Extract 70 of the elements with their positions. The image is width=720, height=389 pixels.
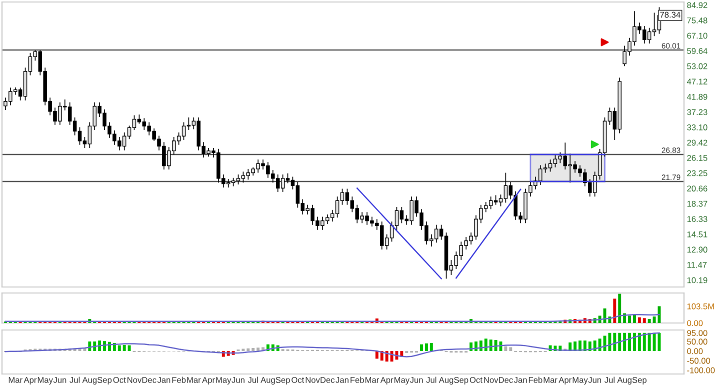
x-tick-label: Aug: [260, 377, 275, 385]
x-tick-label: Mar: [544, 377, 558, 383]
x-tick-label: Aug: [617, 377, 632, 385]
x-tick-label: May: [394, 377, 410, 385]
x-tick-label: Sep: [454, 377, 468, 385]
y-tick-label: 0.00: [687, 320, 703, 326]
x-tick-label: Mar: [187, 377, 201, 383]
y-tick-label: 59.64: [687, 48, 708, 54]
x-tick-label: Jun: [588, 377, 602, 383]
x-tick-label: Jul: [70, 376, 80, 383]
x-tick-label: Dec: [498, 377, 513, 383]
y-tick-label: 20.66: [687, 186, 708, 192]
x-tick-label: Aug: [82, 377, 97, 385]
y-tick-label: 29.42: [687, 140, 708, 146]
x-tick-label: Feb: [172, 376, 186, 383]
x-tick-label: Jul: [248, 376, 258, 383]
x-tick-label: Jun: [232, 377, 244, 383]
x-tick-label: Feb: [528, 376, 542, 383]
x-tick-label: Jul: [604, 376, 614, 383]
y-tick-label: 67.10: [687, 32, 708, 39]
x-tick-label: Sep: [632, 377, 646, 385]
x-tick-label: May: [572, 377, 588, 385]
x-tick-label: Apr: [202, 377, 215, 385]
x-tick-label: Mar: [365, 377, 380, 383]
x-tick-label: Apr: [380, 377, 394, 385]
x-tick-label: Oct: [292, 377, 304, 383]
x-tick-label: Jun: [53, 377, 66, 383]
x-tick-label: May: [216, 377, 232, 385]
y-tick-label: 95.00: [687, 330, 708, 336]
x-tick-label: Jun: [410, 377, 423, 383]
y-tick-label: -50.00: [687, 358, 710, 364]
x-tick-label: May: [38, 377, 53, 385]
x-tick-label: Oct: [470, 377, 482, 383]
x-tick-label: Aug: [438, 377, 454, 385]
y-tick-label: -100.00: [687, 367, 715, 374]
y-tick-label: 16.33: [687, 216, 708, 222]
y-tick-label: 23.25: [687, 170, 708, 176]
x-tick-label: Nov: [306, 377, 320, 383]
annotation: 78.34: [660, 12, 680, 18]
y-tick-label: 103.5M: [687, 303, 714, 310]
x-tick-label: Dec: [320, 377, 335, 383]
x-tick-label: Sep: [276, 377, 290, 385]
x-tick-label: Nov: [484, 377, 498, 383]
y-tick-label: 33.10: [687, 124, 708, 130]
y-tick-label: 18.37: [687, 200, 708, 207]
y-tick-label: 11.47: [687, 262, 707, 268]
y-tick-label: 12.90: [687, 246, 708, 253]
y-tick-label: 14.51: [687, 232, 708, 238]
x-tick-label: Apr: [24, 377, 37, 385]
x-tick-label: Dec: [142, 377, 156, 383]
y-tick-label: 53.02: [687, 63, 708, 70]
x-tick-label: Mar: [8, 377, 22, 383]
y-tick-label: 50.00: [687, 338, 708, 345]
x-tick-label: Oct: [113, 377, 126, 383]
x-tick-label: Jan: [336, 377, 348, 383]
y-tick-label: 84.92: [687, 2, 708, 8]
y-tick-label: 75.48: [687, 17, 708, 24]
x-tick-label: Jan: [514, 377, 527, 383]
x-tick-label: Feb: [350, 376, 364, 383]
x-tick-label: Sep: [97, 377, 112, 385]
y-tick-label: 0.00: [687, 348, 703, 354]
x-tick-label: Jan: [157, 377, 170, 383]
x-tick-label: Nov: [128, 377, 142, 383]
y-tick-label: 26.15: [687, 155, 708, 161]
y-tick-label: 41.89: [686, 94, 708, 100]
y-tick-label: 10.19: [687, 277, 708, 284]
x-tick-label: Jul: [426, 376, 436, 383]
y-tick-label: 37.23: [687, 109, 708, 116]
x-tick-label: Apr: [558, 377, 572, 385]
y-tick-label: 47.12: [686, 78, 708, 84]
